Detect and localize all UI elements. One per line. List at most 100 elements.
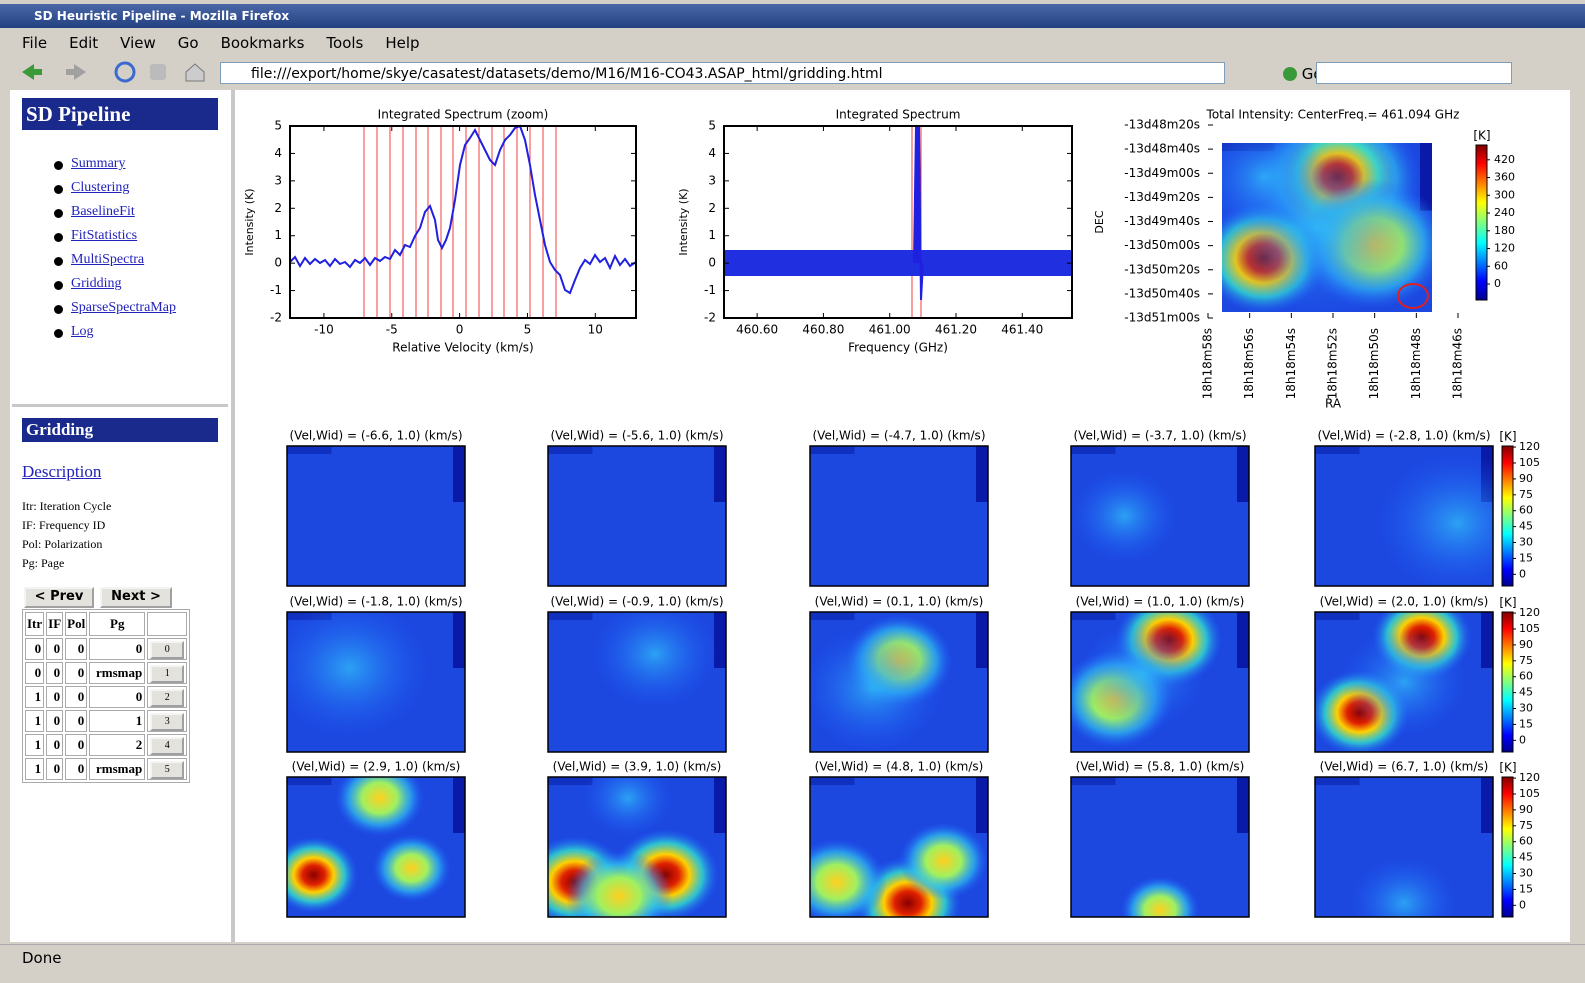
colorbar-tick-label: 30 <box>1519 702 1533 715</box>
map-blob <box>593 600 718 708</box>
intensity-map <box>801 612 988 752</box>
map-title: (Vel,Wid) = (-0.9, 1.0) (km/s) <box>550 595 723 609</box>
nav-link[interactable]: Summary <box>71 156 125 172</box>
map-blob <box>566 850 673 942</box>
menu-item[interactable]: Tools <box>326 34 363 52</box>
home-button[interactable] <box>186 64 204 81</box>
nav-link[interactable]: Gridding <box>71 276 122 292</box>
url-bar[interactable]: file:///export/home/skye/casatest/datase… <box>220 62 1225 84</box>
table-cell: 0 <box>46 734 63 756</box>
legend-line: Itr: Iteration Cycle <box>22 499 111 514</box>
section-header: Gridding <box>22 418 218 442</box>
colorbar-tick-label: 300 <box>1494 188 1515 201</box>
colorbar-tick-label: 360 <box>1494 171 1515 184</box>
page-button[interactable]: 3 <box>150 713 184 731</box>
frame-divider <box>231 90 235 942</box>
description-link[interactable]: Description <box>22 462 101 482</box>
header-cell <box>147 612 187 636</box>
nav-link[interactable]: SparseSpectraMap <box>71 300 176 316</box>
map-edge <box>810 446 855 454</box>
reload-button[interactable] <box>116 63 134 81</box>
colorbar-tick-label: 180 <box>1494 224 1515 237</box>
y-tick-label: 2 <box>274 201 282 215</box>
nav-link[interactable]: FitStatistics <box>71 228 137 244</box>
table-cell: 3 <box>147 710 187 732</box>
x-tick-label: 18h18m46s <box>1451 328 1465 399</box>
map-blob <box>269 599 429 738</box>
colorbar-tick-label: 60 <box>1519 670 1533 683</box>
map-title: (Vel,Wid) = (3.9, 1.0) (km/s) <box>553 760 722 774</box>
stop-button[interactable] <box>150 64 166 80</box>
table-cell: 1 <box>25 710 44 732</box>
colorbar-tick-label: 240 <box>1494 206 1515 219</box>
search-box[interactable] <box>1316 62 1512 84</box>
x-tick-label: 5 <box>524 323 532 337</box>
colorbar-tick-label: 45 <box>1519 851 1533 864</box>
bullet <box>54 257 63 266</box>
menu-item[interactable]: Go <box>178 34 199 52</box>
y-tick-label: -13d50m40s <box>1124 286 1200 300</box>
y-tick-label: 5 <box>274 119 282 133</box>
intensity-map <box>269 599 465 752</box>
nav-link[interactable]: BaselineFit <box>71 204 135 220</box>
colorbar-label: [K] <box>1473 129 1490 143</box>
title-bar: SD Heuristic Pipeline - Mozilla Firefox <box>0 4 1585 28</box>
intensity-map <box>548 446 726 586</box>
forward-button[interactable] <box>66 64 86 80</box>
spectrum-curve <box>290 126 636 293</box>
table-cell: 1 <box>147 662 187 684</box>
page-button[interactable]: 4 <box>150 737 184 755</box>
bullet <box>54 329 63 338</box>
page-button[interactable]: 2 <box>150 689 184 707</box>
page-button[interactable]: 0 <box>150 641 184 659</box>
nav-link[interactable]: MultiSpectra <box>71 252 144 268</box>
sidebar-title: SD Pipeline <box>22 98 218 130</box>
table-cell: 0 <box>46 758 63 780</box>
nav-link[interactable]: Clustering <box>71 180 129 196</box>
back-button[interactable] <box>22 64 42 80</box>
page-button[interactable]: 5 <box>150 761 184 779</box>
menu-item[interactable]: Bookmarks <box>221 34 305 52</box>
colorbar-label: [K] <box>1499 430 1516 444</box>
y-tick-label: -2 <box>704 311 716 325</box>
map-edge <box>1481 612 1493 668</box>
map-edge <box>1481 777 1493 833</box>
menu-item[interactable]: Help <box>385 34 419 52</box>
x-tick-label: -10 <box>314 323 334 337</box>
map-blob <box>269 837 358 914</box>
intensity-map <box>1310 594 1493 756</box>
map-title: (Vel,Wid) = (-5.6, 1.0) (km/s) <box>550 429 723 443</box>
status-bar: Done <box>0 944 1585 971</box>
colorbar-tick-label: 90 <box>1519 472 1533 485</box>
page-button[interactable]: 1 <box>150 665 184 683</box>
colorbar-tick-label: 15 <box>1519 717 1533 730</box>
x-axis-label: Relative Velocity (km/s) <box>392 341 533 355</box>
map-title: (Vel,Wid) = (6.7, 1.0) (km/s) <box>1320 760 1489 774</box>
map-edge <box>1071 446 1116 454</box>
menu-item[interactable]: Edit <box>69 34 98 52</box>
menu-item[interactable]: File <box>22 34 47 52</box>
x-tick-label: 461.20 <box>935 323 977 337</box>
map-edge <box>287 446 332 454</box>
y-tick-label: 1 <box>274 228 282 242</box>
colorbar-tick-label: 45 <box>1519 520 1533 533</box>
colorbar-tick-label: 0 <box>1494 277 1501 290</box>
table-cell: 1 <box>25 758 44 780</box>
prev-button[interactable]: < Prev <box>24 587 94 608</box>
header-cell: IF <box>46 612 63 636</box>
nav-link[interactable]: Log <box>71 324 94 340</box>
colorbar-tick-label: 30 <box>1519 867 1533 880</box>
x-tick-label: 18h18m52s <box>1326 328 1340 399</box>
menu-item[interactable]: View <box>120 34 156 52</box>
map-edge <box>976 446 988 502</box>
legend-line: Pg: Page <box>22 556 64 571</box>
y-tick-label: 0 <box>274 256 282 270</box>
y-tick-label: -13d48m20s <box>1124 118 1200 132</box>
colorbar-tick-label: 75 <box>1519 488 1533 501</box>
colorbar-tick-label: 105 <box>1519 456 1540 469</box>
next-button[interactable]: Next > <box>100 587 172 608</box>
colorbar <box>1476 145 1487 300</box>
